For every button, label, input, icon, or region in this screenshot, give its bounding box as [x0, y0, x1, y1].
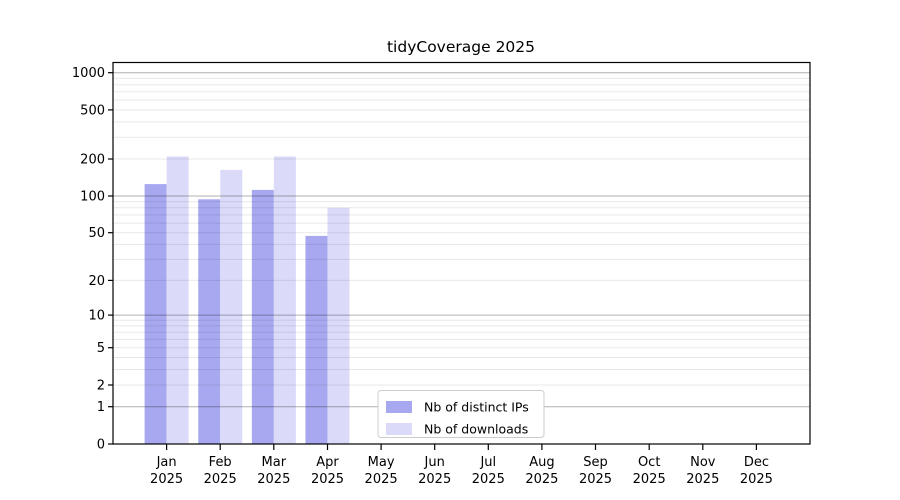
- x-tick-label-month-jun: Jun: [424, 455, 445, 470]
- x-tick-label-month-nov: Nov: [690, 455, 716, 470]
- y-tick-label-100: 100: [80, 190, 105, 205]
- bars-layer: [144, 156, 350, 444]
- y-tick-label-2: 2: [97, 379, 105, 394]
- bar-downloads-apr: [327, 207, 350, 444]
- bar-distinct-ips-jan: [144, 184, 167, 444]
- y-tick-label-500: 500: [80, 103, 105, 118]
- y-tick-label-1000: 1000: [72, 66, 105, 81]
- y-tick-label-5: 5: [97, 341, 105, 356]
- legend-box: [377, 390, 545, 438]
- legend-label-distinct-ips: Nb of distinct IPs: [424, 400, 529, 415]
- ticks-layer: 0 1 2 5 10 20 50 100 200 500 1000 Jan 2025 Feb 2025 Mar…: [72, 66, 773, 487]
- x-tick-label-year-jun: 2025: [418, 472, 451, 487]
- y-tick-label-0: 0: [97, 438, 105, 453]
- x-tick-label-year-nov: 2025: [686, 472, 719, 487]
- x-tick-label-month-may: May: [368, 455, 395, 470]
- x-tick-label-year-oct: 2025: [633, 472, 666, 487]
- legend-swatch-distinct-ips: [386, 401, 412, 413]
- legend: Nb of distinct IPs Nb of downloads: [377, 390, 545, 438]
- x-tick-label-month-feb: Feb: [209, 455, 232, 470]
- x-tick-label-month-aug: Aug: [529, 455, 554, 470]
- x-tick-label-month-apr: Apr: [316, 455, 339, 470]
- x-tick-label-year-jan: 2025: [150, 472, 183, 487]
- x-tick-label-month-jul: Jul: [479, 455, 496, 470]
- y-tick-label-10: 10: [88, 309, 105, 324]
- y-tick-label-50: 50: [88, 226, 105, 241]
- x-tick-label-year-feb: 2025: [204, 472, 237, 487]
- x-tick-label-year-aug: 2025: [525, 472, 558, 487]
- bar-downloads-jan: [166, 156, 189, 444]
- y-tick-label-200: 200: [80, 153, 105, 168]
- chart-title: tidyCoverage 2025: [387, 38, 535, 56]
- x-tick-label-year-jul: 2025: [472, 472, 505, 487]
- x-tick-label-year-apr: 2025: [311, 472, 344, 487]
- legend-label-downloads: Nb of downloads: [424, 422, 528, 437]
- bar-downloads-mar: [273, 156, 296, 444]
- legend-swatch-downloads: [386, 423, 412, 435]
- bar-distinct-ips-feb: [198, 199, 221, 444]
- bar-distinct-ips-mar: [251, 189, 274, 444]
- gridlines-layer: [113, 72, 810, 408]
- x-tick-label-year-sep: 2025: [579, 472, 612, 487]
- x-tick-label-year-mar: 2025: [257, 472, 290, 487]
- y-tick-label-1: 1: [97, 400, 105, 415]
- plot-border: [112, 61, 811, 445]
- bar-downloads-feb: [220, 169, 243, 444]
- x-tick-label-month-oct: Oct: [638, 455, 660, 470]
- x-tick-label-month-mar: Mar: [262, 455, 287, 470]
- x-tick-label-month-sep: Sep: [583, 455, 608, 470]
- x-tick-label-month-dec: Dec: [744, 455, 769, 470]
- x-tick-label-month-jan: Jan: [156, 455, 177, 470]
- x-tick-label-year-may: 2025: [365, 472, 398, 487]
- bar-distinct-ips-apr: [305, 235, 328, 444]
- y-tick-label-20: 20: [88, 274, 105, 289]
- x-tick-label-year-dec: 2025: [740, 472, 773, 487]
